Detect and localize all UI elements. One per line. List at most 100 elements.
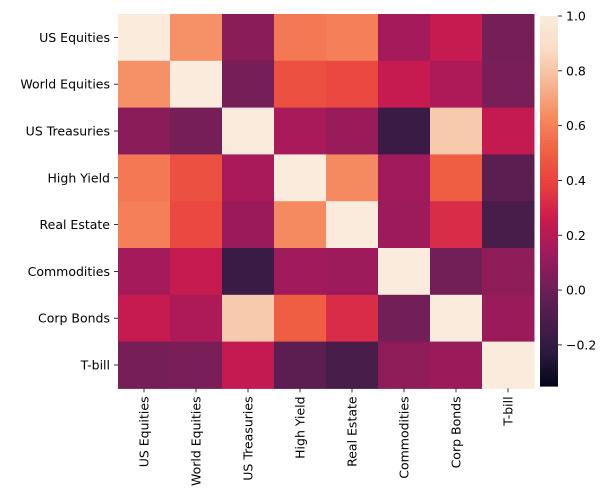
colorbar-segment [540, 188, 558, 193]
heatmap-cell [326, 14, 379, 62]
heatmap-cell [326, 201, 379, 249]
colorbar-segment [540, 312, 558, 316]
colorbar-segment [540, 293, 558, 298]
heatmap-cell [118, 60, 171, 109]
colorbar-segment [540, 145, 558, 150]
colorbar-segment [540, 342, 558, 347]
colorbar-segment [540, 170, 558, 174]
colorbar-segment [540, 130, 558, 134]
colorbar-segment [540, 194, 558, 199]
colorbar-segment [540, 281, 558, 285]
colorbar-segment [540, 219, 558, 224]
heatmap-cell [326, 107, 379, 155]
heatmap-cell [378, 201, 431, 249]
colorbar-segment [540, 382, 558, 387]
colorbar-segment [540, 213, 558, 218]
heatmap-cell [274, 14, 327, 62]
heatmap-cell [378, 60, 431, 109]
colorbar-segment [540, 364, 558, 369]
heatmap-cell [430, 14, 483, 62]
colorbar-segment [540, 259, 558, 264]
heatmap-cell [326, 248, 379, 296]
colorbar-segment [540, 330, 558, 335]
heatmap-cell [482, 248, 535, 296]
colorbar-segment [540, 231, 558, 236]
colorbar-segment [540, 287, 558, 292]
colorbar-segment [540, 28, 558, 33]
y-tick-label: US Equities [39, 30, 110, 45]
colorbar-segment [540, 120, 558, 125]
colorbar-segment [540, 127, 558, 131]
x-tick-label: T-bill [501, 396, 516, 426]
colorbar-segment [540, 345, 558, 350]
colorbar-segment [540, 225, 558, 230]
colorbar-segment [540, 315, 558, 319]
heatmap-cell [222, 107, 275, 155]
heatmap-cell [222, 60, 275, 109]
heatmap-cell [118, 14, 171, 62]
colorbar-segment [540, 148, 558, 153]
heatmap-cell [326, 294, 379, 343]
heatmap-cell [482, 154, 535, 202]
colorbar-segment [540, 234, 558, 239]
colorbar-segment [540, 352, 558, 356]
colorbar-segment [540, 228, 558, 233]
colorbar-segment [540, 327, 558, 332]
heatmap-cell [274, 248, 327, 296]
heatmap-cell [118, 294, 171, 343]
colorbar-tick-label: 0.4 [566, 173, 586, 188]
colorbar-segment [540, 19, 558, 23]
x-tick-label: Real Estate [345, 396, 360, 467]
colorbar-segment [540, 321, 558, 325]
colorbar-segment [540, 290, 558, 295]
colorbar-segment [540, 83, 558, 88]
heatmap-cell [430, 248, 483, 296]
heatmap-cell [170, 294, 223, 343]
colorbar-segment [540, 160, 558, 165]
heatmap-cell [482, 294, 535, 343]
colorbar-segment [540, 197, 558, 202]
colorbar-segment [540, 241, 558, 245]
heatmap-cells [118, 14, 535, 389]
colorbar-segment [540, 90, 558, 94]
colorbar-segment [540, 305, 558, 310]
heatmap-cell [430, 154, 483, 202]
heatmap-cell [118, 107, 171, 155]
colorbar-segment [540, 296, 558, 301]
colorbar-segment [540, 191, 558, 196]
colorbar-segment [540, 117, 558, 122]
colorbar-segment [540, 96, 558, 100]
heatmap-cell [378, 154, 431, 202]
colorbar-segment [540, 139, 558, 144]
heatmap-cell [118, 341, 171, 389]
heatmap-cell [274, 341, 327, 389]
colorbar-tick-label: 0.2 [566, 228, 586, 243]
colorbar-segment [540, 99, 558, 103]
colorbar-segment [540, 308, 558, 313]
colorbar-segment [540, 136, 558, 140]
heatmap-cell [118, 154, 171, 202]
colorbar-segment [540, 62, 558, 66]
colorbar-segment [540, 167, 558, 171]
colorbar-segment [540, 43, 558, 48]
y-tick-label: Real Estate [40, 217, 111, 232]
heatmap-cell [118, 201, 171, 249]
colorbar-segment [540, 46, 558, 51]
x-tick-label: US Treasuries [241, 396, 256, 480]
colorbar-segment [540, 275, 558, 279]
colorbar-segment [540, 31, 558, 36]
heatmap-cell [170, 60, 223, 109]
colorbar-segment [540, 16, 558, 20]
heatmap-cell [274, 107, 327, 155]
colorbar-segment [540, 40, 558, 45]
heatmap-cell [222, 14, 275, 62]
colorbar-tick-label: 0.0 [566, 283, 586, 298]
heatmap-cell [170, 248, 223, 296]
colorbar-segment [540, 68, 558, 73]
y-tick-label: World Equities [20, 77, 110, 92]
heatmap-cell [430, 294, 483, 343]
colorbar-segment [540, 250, 558, 255]
colorbar-segment [540, 185, 558, 190]
y-tick-label: Commodities [28, 264, 110, 279]
x-tick-labels: US Equities World Equities US Treasuries Hi… [137, 388, 516, 486]
